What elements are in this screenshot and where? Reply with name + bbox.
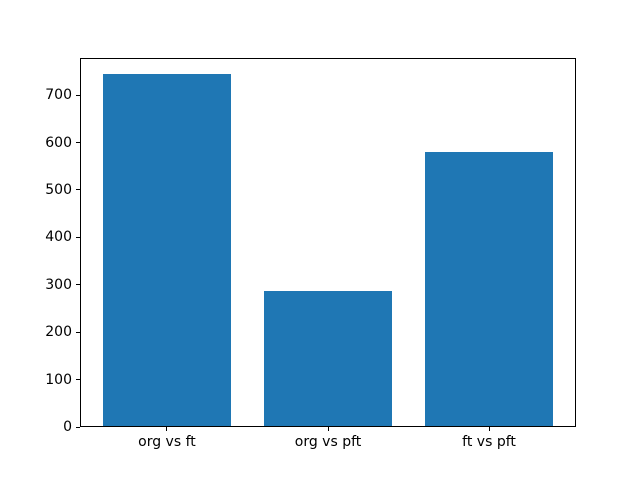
bar-ft-vs-pft bbox=[424, 151, 554, 427]
x-tick-label: org vs ft bbox=[138, 434, 196, 451]
x-tick-label: org vs pft bbox=[294, 434, 362, 451]
bar-org-vs-pft bbox=[263, 290, 393, 427]
y-tick-mark bbox=[76, 94, 80, 96]
x-tick-mark bbox=[166, 427, 168, 432]
y-tick-label: 300 bbox=[45, 276, 72, 293]
y-tick-label: 600 bbox=[45, 134, 72, 151]
y-tick-mark bbox=[76, 284, 80, 286]
y-tick-mark bbox=[76, 331, 80, 333]
y-tick-mark bbox=[76, 379, 80, 381]
y-tick-mark bbox=[76, 426, 80, 428]
x-tick-mark bbox=[327, 427, 329, 432]
y-tick-label: 700 bbox=[45, 87, 72, 104]
bar-org-vs-ft bbox=[102, 74, 232, 427]
y-tick-mark bbox=[76, 142, 80, 144]
y-tick-label: 200 bbox=[45, 324, 72, 341]
y-tick-label: 0 bbox=[63, 419, 72, 436]
x-tick-label: ft vs pft bbox=[462, 434, 516, 451]
plot-area bbox=[80, 57, 576, 428]
y-tick-label: 500 bbox=[45, 181, 72, 198]
x-tick-mark bbox=[488, 427, 490, 432]
y-tick-mark bbox=[76, 189, 80, 191]
y-tick-label: 100 bbox=[45, 371, 72, 388]
y-tick-label: 400 bbox=[45, 229, 72, 246]
y-tick-mark bbox=[76, 236, 80, 238]
